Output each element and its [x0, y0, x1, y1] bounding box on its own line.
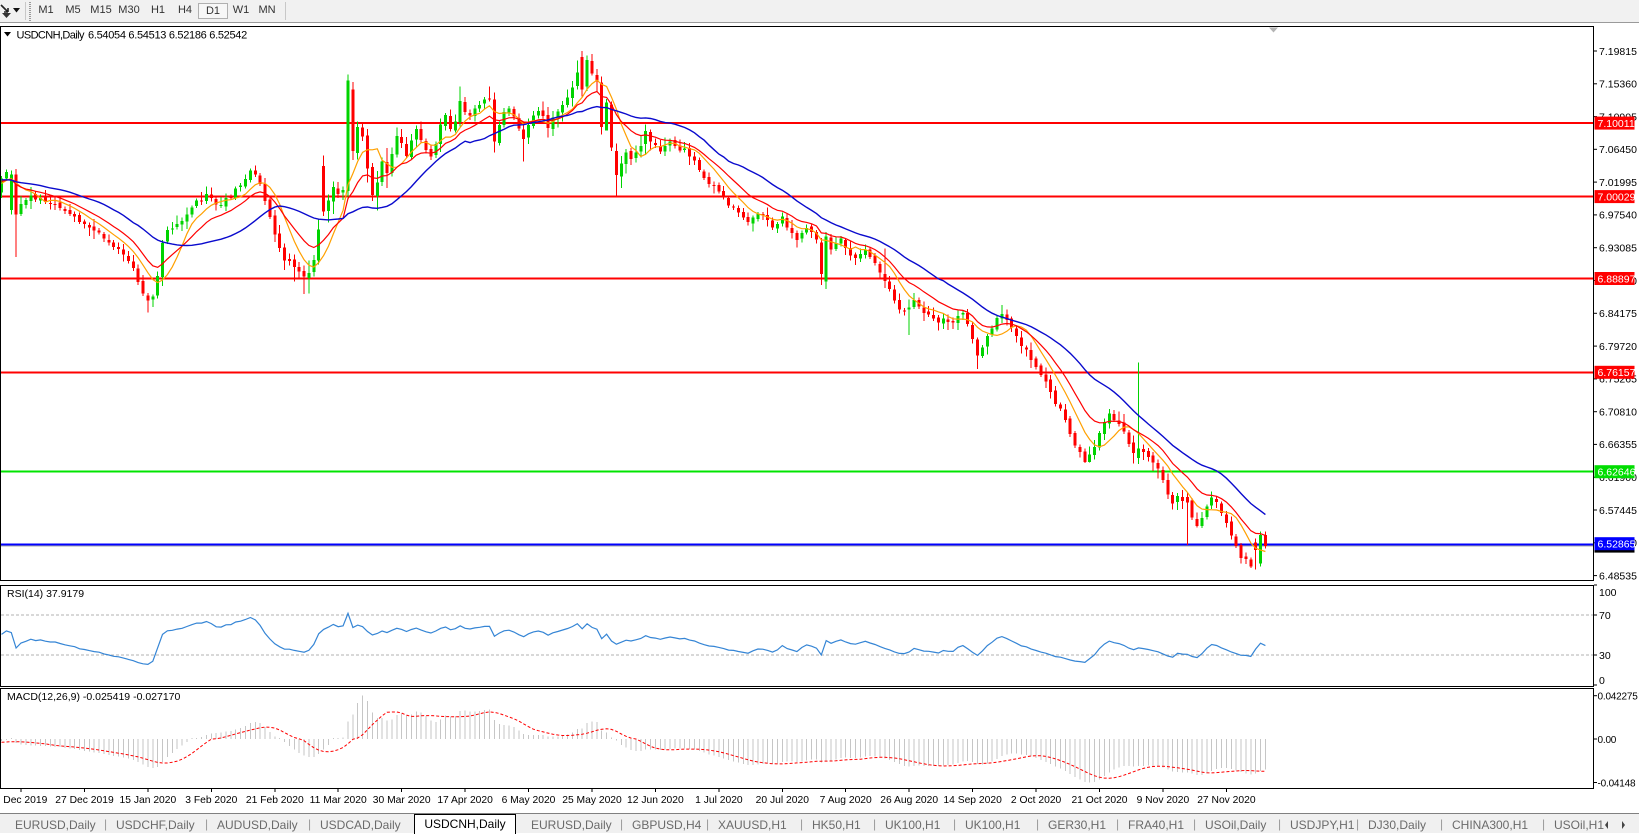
svg-text:6.52865: 6.52865 — [1598, 539, 1636, 551]
svg-text:RSI(14) 37.9179: RSI(14) 37.9179 — [7, 588, 84, 600]
svg-text:9 Nov 2020: 9 Nov 2020 — [1137, 795, 1190, 806]
svg-text:6.93085: 6.93085 — [1599, 243, 1637, 255]
svg-text:27 Nov 2020: 27 Nov 2020 — [1197, 795, 1256, 806]
svg-text:26 Aug 2020: 26 Aug 2020 — [880, 795, 938, 806]
svg-text:12 Jun 2020: 12 Jun 2020 — [627, 795, 684, 806]
svg-text:6.76157: 6.76157 — [1598, 367, 1636, 379]
svg-text:6.57445: 6.57445 — [1599, 505, 1637, 517]
svg-text:7.19815: 7.19815 — [1599, 46, 1637, 58]
svg-text:70: 70 — [1599, 610, 1611, 622]
svg-text:0.042275: 0.042275 — [1598, 692, 1639, 703]
svg-text:6.54054 6.54513 6.52186 6.5254: 6.54054 6.54513 6.52186 6.52542 — [88, 30, 247, 42]
svg-text:3 Feb 2020: 3 Feb 2020 — [185, 795, 237, 806]
svg-text:6.97540: 6.97540 — [1599, 210, 1637, 222]
svg-text:7 Aug 2020: 7 Aug 2020 — [820, 795, 872, 806]
svg-text:27 Dec 2019: 27 Dec 2019 — [55, 795, 114, 806]
svg-text:6.79720: 6.79720 — [1599, 341, 1637, 353]
svg-text:9 Dec 2019: 9 Dec 2019 — [0, 795, 48, 806]
svg-text:7.00029: 7.00029 — [1598, 191, 1636, 203]
svg-text:7.15360: 7.15360 — [1599, 79, 1637, 91]
svg-text:6.70810: 6.70810 — [1599, 407, 1637, 419]
svg-text:6.48535: 6.48535 — [1599, 570, 1637, 582]
svg-text:100: 100 — [1599, 587, 1617, 599]
svg-text:0.00: 0.00 — [1598, 735, 1617, 746]
svg-text:17 Apr 2020: 17 Apr 2020 — [437, 795, 493, 806]
svg-text:1 Jul 2020: 1 Jul 2020 — [695, 795, 743, 806]
svg-text:21 Feb 2020: 21 Feb 2020 — [246, 795, 304, 806]
svg-text:6.66355: 6.66355 — [1599, 439, 1637, 451]
svg-text:7.06450: 7.06450 — [1599, 144, 1637, 156]
svg-text:7.01995: 7.01995 — [1599, 177, 1637, 189]
svg-text:-0.04148: -0.04148 — [1598, 778, 1637, 789]
svg-text:15 Jan 2020: 15 Jan 2020 — [120, 795, 177, 806]
svg-text:6.84175: 6.84175 — [1599, 308, 1637, 320]
svg-text:30 Mar 2020: 30 Mar 2020 — [373, 795, 431, 806]
svg-text:MACD(12,26,9) -0.025419 -0.027: MACD(12,26,9) -0.025419 -0.027170 — [7, 691, 181, 703]
svg-text:6.62646: 6.62646 — [1598, 467, 1636, 479]
svg-text:2 Oct 2020: 2 Oct 2020 — [1011, 795, 1062, 806]
svg-text:7.10011: 7.10011 — [1598, 118, 1635, 130]
svg-text:30: 30 — [1599, 650, 1611, 662]
svg-text:14 Sep 2020: 14 Sep 2020 — [943, 795, 1002, 806]
svg-text:6.88897: 6.88897 — [1598, 273, 1636, 285]
svg-text:21 Oct 2020: 21 Oct 2020 — [1071, 795, 1127, 806]
svg-text:0: 0 — [1599, 675, 1605, 687]
svg-text:USDCNH,Daily: USDCNH,Daily — [17, 30, 85, 42]
svg-text:20 Jul 2020: 20 Jul 2020 — [756, 795, 810, 806]
svg-text:11 Mar 2020: 11 Mar 2020 — [310, 795, 367, 806]
svg-text:25 May 2020: 25 May 2020 — [562, 795, 622, 806]
svg-text:6 May 2020: 6 May 2020 — [502, 795, 556, 806]
